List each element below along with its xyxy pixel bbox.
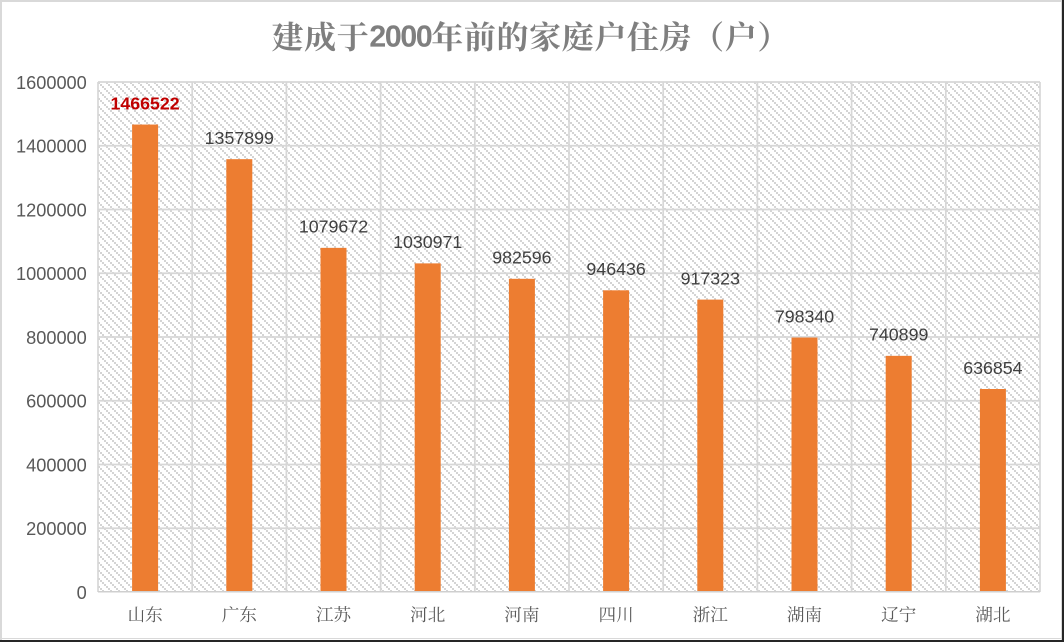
- svg-text:1400000: 1400000: [16, 137, 87, 157]
- svg-text:1079672: 1079672: [299, 217, 368, 237]
- svg-text:200000: 200000: [26, 519, 87, 539]
- svg-text:800000: 800000: [26, 328, 87, 348]
- svg-text:982596: 982596: [492, 248, 551, 268]
- svg-text:0: 0: [77, 583, 87, 603]
- svg-text:740899: 740899: [869, 325, 928, 345]
- svg-text:917323: 917323: [681, 268, 740, 288]
- svg-text:400000: 400000: [26, 455, 87, 475]
- svg-text:1030971: 1030971: [393, 232, 462, 252]
- svg-text:600000: 600000: [26, 392, 87, 412]
- svg-text:636854: 636854: [963, 358, 1022, 378]
- svg-text:1600000: 1600000: [16, 73, 87, 93]
- svg-text:1357899: 1357899: [205, 128, 274, 148]
- svg-text:798340: 798340: [775, 306, 834, 326]
- svg-text:1000000: 1000000: [16, 264, 87, 284]
- svg-text:1200000: 1200000: [16, 200, 87, 220]
- svg-text:946436: 946436: [586, 259, 645, 279]
- svg-text:1466522: 1466522: [110, 93, 179, 113]
